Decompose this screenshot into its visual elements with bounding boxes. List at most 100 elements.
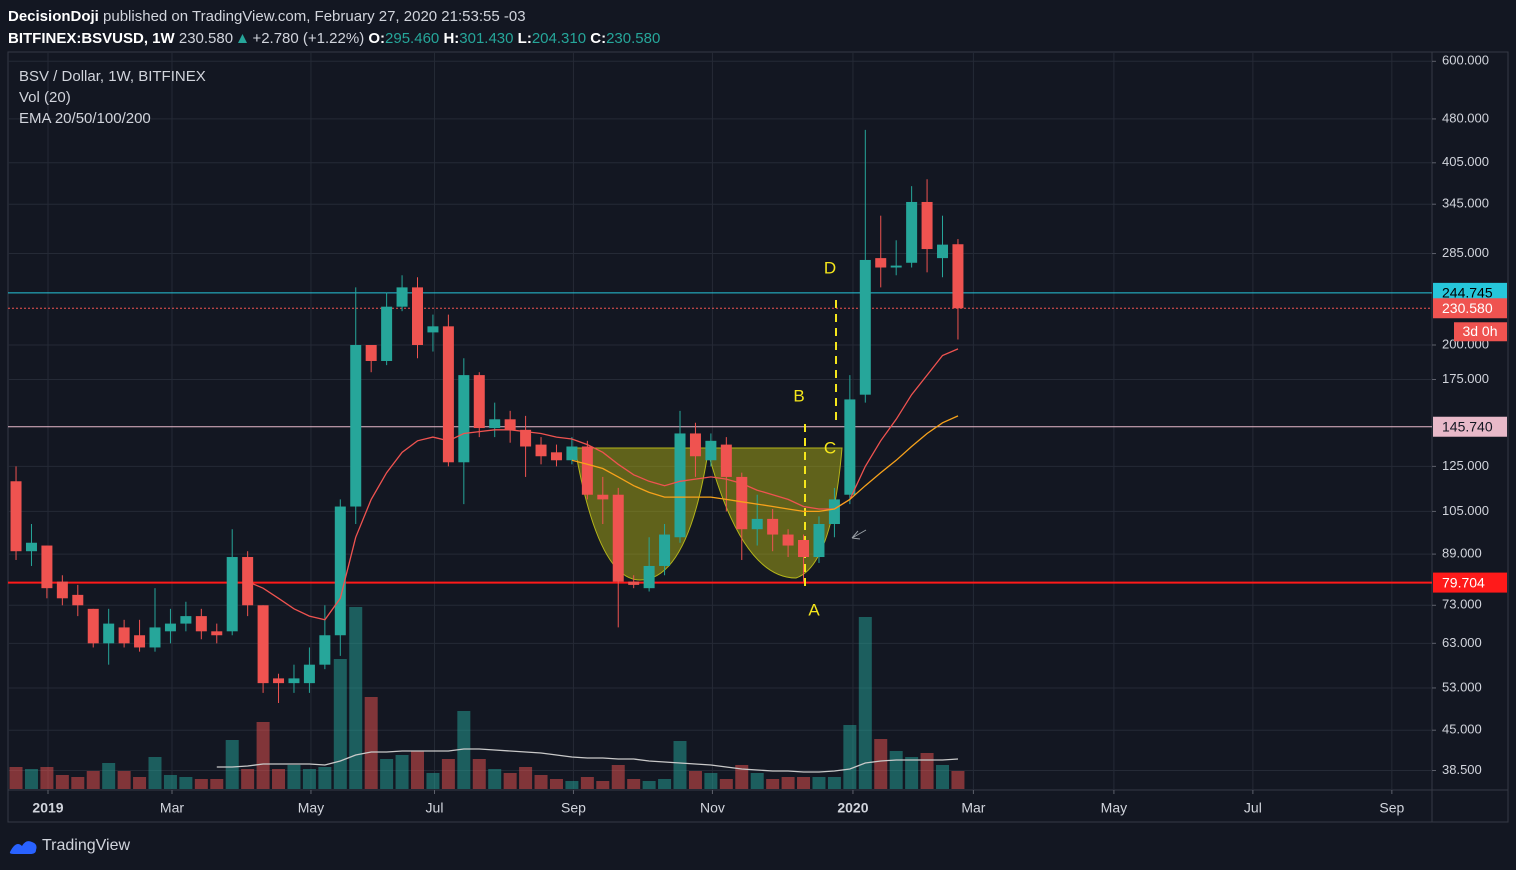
volume-bar (549, 779, 563, 789)
ohlc-value: 230.580 (606, 30, 661, 47)
candle-body (643, 565, 655, 589)
volume-bar (302, 769, 316, 789)
candle-body (72, 594, 84, 606)
y-tick-label: 405.000 (1442, 154, 1489, 169)
candle-body (566, 446, 578, 461)
y-tick-label: 73.000 (1442, 597, 1482, 612)
volume-bar (874, 739, 888, 789)
candle-body (844, 399, 856, 495)
candle-body (828, 499, 840, 525)
volume-bar (951, 771, 965, 789)
volume-bar (719, 779, 733, 789)
ohlc-value: 204.310 (531, 30, 587, 47)
candle-body (180, 616, 192, 624)
candle-body (489, 419, 501, 429)
volume-bar (333, 659, 347, 789)
y-tick-label: 89.000 (1442, 546, 1482, 561)
volume-bar (936, 765, 950, 789)
candle-body (242, 557, 254, 606)
annotation: B (793, 386, 804, 405)
y-tick-label: 480.000 (1442, 110, 1489, 125)
volume-bar (642, 781, 656, 789)
candle-body (226, 557, 238, 632)
price-tag-label: 145.740 (1442, 418, 1493, 434)
volume-bar (627, 779, 641, 789)
candle-body (937, 244, 949, 259)
y-tick-label: 175.000 (1442, 371, 1489, 386)
volume-bar (673, 741, 687, 789)
ohlc-value: 301.430 (459, 30, 514, 47)
price-tag-label: 230.580 (1442, 300, 1493, 316)
up-arrow (238, 34, 248, 43)
y-tick-label: 53.000 (1442, 679, 1482, 694)
volume-bar (519, 767, 533, 789)
candle-body (782, 534, 794, 546)
volume-bar (797, 777, 811, 789)
volume-bar (827, 777, 841, 789)
volume-bar (704, 773, 718, 789)
header-line: BITFINEX:BSVUSD, 1W 230.580 +2.780 (+1.2… (8, 28, 660, 50)
candle-body (41, 545, 53, 589)
volume-bar (426, 773, 440, 789)
volume-bar (781, 777, 795, 789)
volume-bar (596, 781, 610, 789)
arrow-drawing (851, 529, 867, 540)
brand-logo (9, 841, 37, 854)
ohlc-key: H: (443, 30, 460, 47)
candle-body (25, 542, 37, 552)
volume-bar (920, 753, 934, 789)
volume-bar (40, 767, 54, 789)
header: DecisionDoji published on TradingView.co… (8, 6, 660, 50)
y-tick-label: 345.000 (1442, 196, 1489, 211)
volume-bar (256, 722, 270, 789)
volume-bar (488, 769, 502, 789)
candle-body (134, 635, 146, 648)
candle-body (334, 506, 346, 636)
candle-body (875, 258, 887, 268)
candle-body (257, 605, 269, 684)
candle-body (103, 623, 115, 644)
candle-body (767, 518, 779, 535)
price-tag (1433, 298, 1507, 319)
brand: TradingView (42, 837, 131, 854)
annotation: A (808, 600, 820, 619)
volume-bar (658, 779, 672, 789)
volume-bar (86, 771, 100, 789)
volume-bar (272, 769, 286, 789)
price-tag-label: 244.745 (1442, 285, 1493, 301)
candle-body (458, 375, 470, 463)
candle-body (550, 452, 562, 461)
volume-bar (133, 777, 147, 789)
header-line: DecisionDoji published on TradingView.co… (8, 6, 660, 28)
volume-bar (102, 763, 116, 789)
volume-bar (380, 759, 394, 789)
candle-body (396, 287, 408, 307)
volume-bar (194, 779, 208, 789)
volume-bar (318, 767, 332, 789)
candle-body (798, 539, 810, 558)
volume-bar (750, 773, 764, 789)
candle-body (10, 481, 22, 552)
candle-body (56, 581, 68, 599)
candle-body (736, 476, 748, 530)
change: +2.780 (+1.22%) (252, 30, 365, 47)
candle-body (813, 524, 825, 558)
volume-bar (117, 771, 131, 789)
y-tick-label: 125.000 (1442, 458, 1489, 473)
x-tick-label: May (1101, 800, 1127, 816)
legend-item: EMA 20/50/100/200 (19, 110, 151, 127)
author: DecisionDoji (8, 8, 99, 25)
ohlc-key: L: (517, 30, 532, 47)
candle-body (535, 444, 547, 457)
x-tick-label: Sep (561, 800, 586, 816)
y-tick-label: 45.000 (1442, 722, 1482, 737)
candle-body (381, 306, 393, 361)
volume-bar (349, 607, 363, 789)
volume-bar (688, 771, 702, 789)
price-tag (1433, 572, 1507, 593)
volume-bar (565, 781, 579, 789)
y-tick-label: 285.000 (1442, 245, 1489, 260)
x-tick-label: Jul (426, 800, 444, 816)
candle-body (87, 608, 99, 644)
